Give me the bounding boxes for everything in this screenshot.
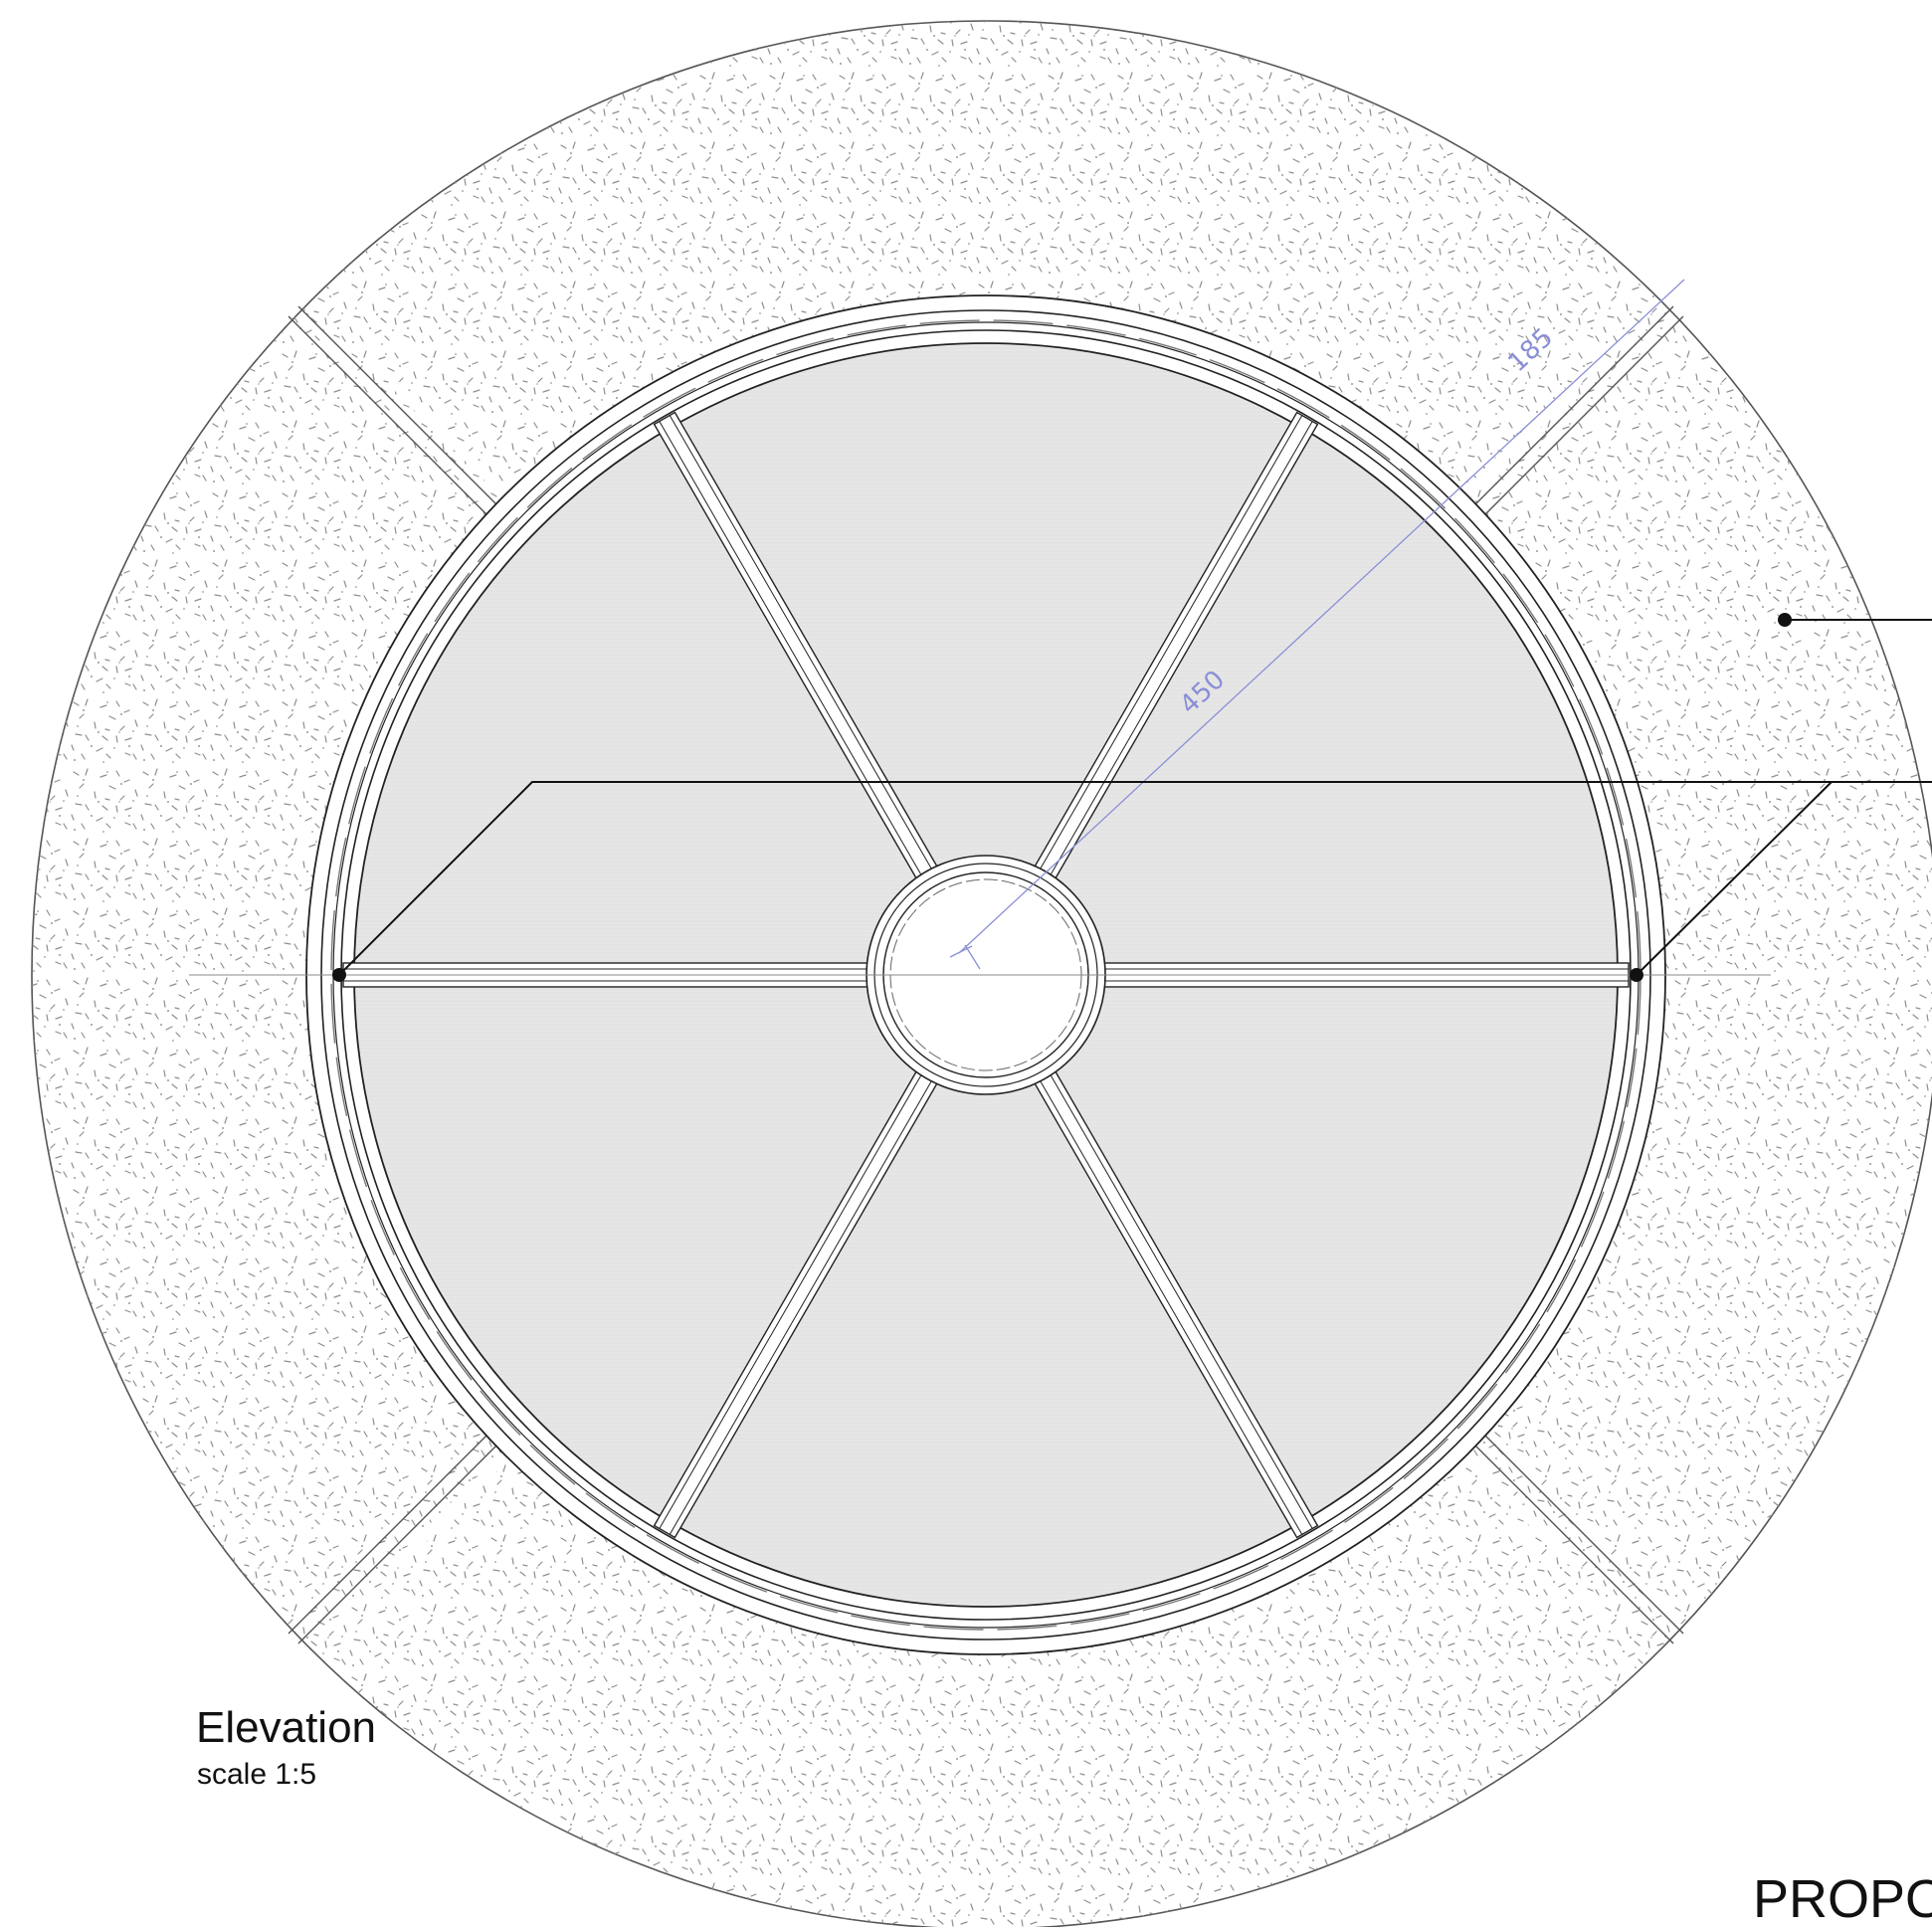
drawing-scale: scale 1:5 [197,1758,317,1791]
radius-dimension [949,279,1685,970]
glazing-bars [342,411,1630,1539]
drawing-title: Elevation [196,1703,377,1752]
section-leader [338,619,1932,976]
leader-dots [332,613,1792,982]
cut-off-heading: PROPO [1753,1869,1932,1929]
